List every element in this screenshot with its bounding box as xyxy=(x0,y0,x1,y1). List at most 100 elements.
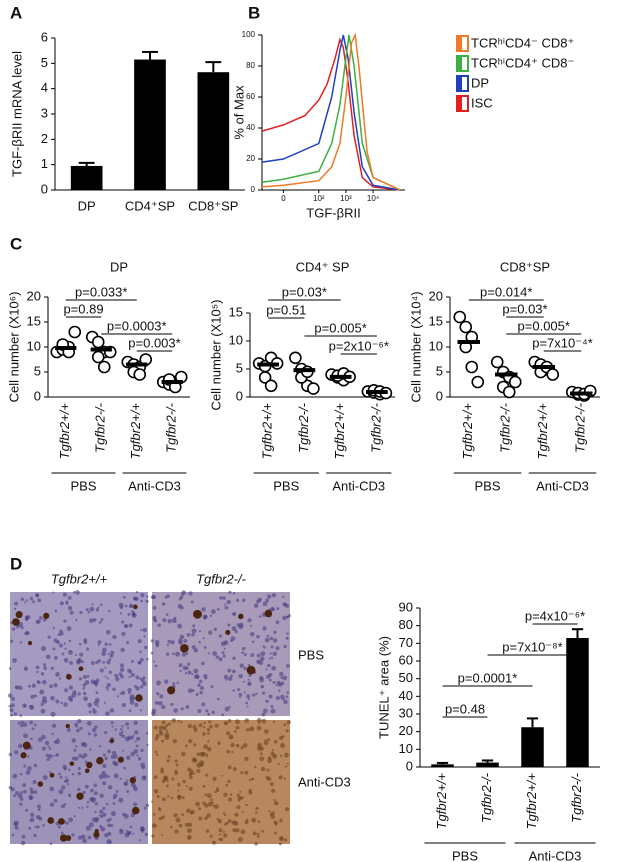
cell-nucleus xyxy=(90,661,95,666)
cell-nucleus xyxy=(100,815,104,819)
cell-nucleus xyxy=(107,831,112,836)
cell-nucleus xyxy=(183,639,188,643)
cell-nucleus xyxy=(279,818,283,823)
histogram-line xyxy=(261,34,401,191)
cell-nucleus xyxy=(275,620,280,625)
panel-label: D xyxy=(10,554,22,573)
cell-nucleus xyxy=(198,816,203,821)
cell-nucleus xyxy=(242,743,248,748)
cell-nucleus xyxy=(67,768,71,772)
cell-nucleus xyxy=(20,724,24,728)
cell-nucleus xyxy=(158,701,163,706)
cell-nucleus xyxy=(104,731,108,735)
cell-nucleus xyxy=(11,627,16,631)
cell-nucleus xyxy=(71,833,75,837)
cell-nucleus xyxy=(106,689,109,692)
cell-nucleus xyxy=(77,771,82,776)
cell-nucleus xyxy=(193,668,199,674)
cell-nucleus xyxy=(37,804,41,809)
cell-nucleus xyxy=(68,793,71,797)
cell-nucleus xyxy=(191,628,197,634)
cell-nucleus xyxy=(98,774,104,780)
cell-nucleus xyxy=(93,700,99,706)
cell-nucleus xyxy=(32,779,37,785)
cell-nucleus xyxy=(13,607,17,610)
y-tick-label: 60 xyxy=(399,652,413,667)
cell-nucleus xyxy=(199,630,202,633)
y-tick-label: 5 xyxy=(236,360,243,375)
cell-nucleus xyxy=(214,790,217,794)
cell-nucleus xyxy=(82,687,86,690)
cell-nucleus xyxy=(163,776,169,782)
y-tick-label: 90 xyxy=(399,599,413,614)
cell-nucleus xyxy=(140,678,145,683)
cell-nucleus xyxy=(240,746,244,750)
cell-nucleus xyxy=(255,811,258,814)
cell-nucleus xyxy=(76,660,81,665)
cell-nucleus xyxy=(67,596,72,600)
cell-nucleus xyxy=(154,664,158,668)
p-value: p=0.89 xyxy=(63,301,103,316)
apoptotic-spot xyxy=(93,831,100,838)
cell-nucleus xyxy=(163,679,169,684)
cell-nucleus xyxy=(127,735,132,740)
cell-nucleus xyxy=(45,753,49,758)
micrograph-column-label: Tgfbr2-/- xyxy=(196,571,247,586)
cell-nucleus xyxy=(23,733,29,739)
cell-nucleus xyxy=(161,720,166,725)
cell-nucleus xyxy=(129,825,133,829)
cell-nucleus xyxy=(204,793,207,796)
cell-nucleus xyxy=(278,775,283,780)
apoptotic-spot xyxy=(84,768,90,773)
cell-nucleus xyxy=(283,644,287,649)
x-tick-label: Tgfbr2-/- xyxy=(368,402,383,453)
cell-nucleus xyxy=(248,778,252,781)
cell-nucleus xyxy=(97,640,102,645)
cell-nucleus xyxy=(247,678,250,682)
p-value: p=0.014* xyxy=(480,284,532,299)
cell-nucleus xyxy=(285,729,289,733)
cell-nucleus xyxy=(49,786,55,792)
apoptotic-spot xyxy=(12,618,20,626)
cell-nucleus xyxy=(177,782,181,787)
cell-nucleus xyxy=(189,775,193,780)
cell-nucleus xyxy=(201,732,206,736)
apoptotic-spot xyxy=(47,817,55,824)
cell-nucleus xyxy=(267,758,273,764)
cell-nucleus xyxy=(85,825,91,831)
cell-nucleus xyxy=(28,684,31,688)
cell-nucleus xyxy=(97,643,100,647)
cell-nucleus xyxy=(49,802,55,807)
cell-nucleus xyxy=(152,813,156,816)
y-tick-label: 0 xyxy=(41,181,48,196)
cell-nucleus xyxy=(29,787,33,791)
cell-nucleus xyxy=(155,643,160,648)
cell-nucleus xyxy=(266,594,272,599)
data-point xyxy=(264,379,278,393)
cell-nucleus xyxy=(104,756,108,760)
cell-nucleus xyxy=(285,765,288,768)
cell-nucleus xyxy=(166,759,170,763)
p-value: p=0.51 xyxy=(266,302,306,317)
cell-nucleus xyxy=(227,668,232,673)
cell-nucleus xyxy=(201,661,205,666)
cell-nucleus xyxy=(25,615,29,619)
cell-nucleus xyxy=(101,651,106,657)
cell-nucleus xyxy=(260,686,264,689)
cell-nucleus xyxy=(266,634,270,637)
cell-nucleus xyxy=(195,801,200,807)
cell-nucleus xyxy=(113,773,119,779)
cell-nucleus xyxy=(19,772,23,776)
cell-nucleus xyxy=(223,823,227,826)
y-tick-label: 5 xyxy=(436,363,443,378)
cell-nucleus xyxy=(82,790,86,795)
cell-nucleus xyxy=(106,660,111,665)
apoptotic-spot xyxy=(246,665,256,675)
apoptotic-spot xyxy=(131,806,140,815)
p-value: p=0.03* xyxy=(502,301,547,316)
cell-nucleus xyxy=(137,660,142,665)
cell-nucleus xyxy=(260,651,266,657)
cell-nucleus xyxy=(207,740,210,743)
y-tick-label: 0 xyxy=(251,185,256,194)
cell-nucleus xyxy=(171,618,177,623)
